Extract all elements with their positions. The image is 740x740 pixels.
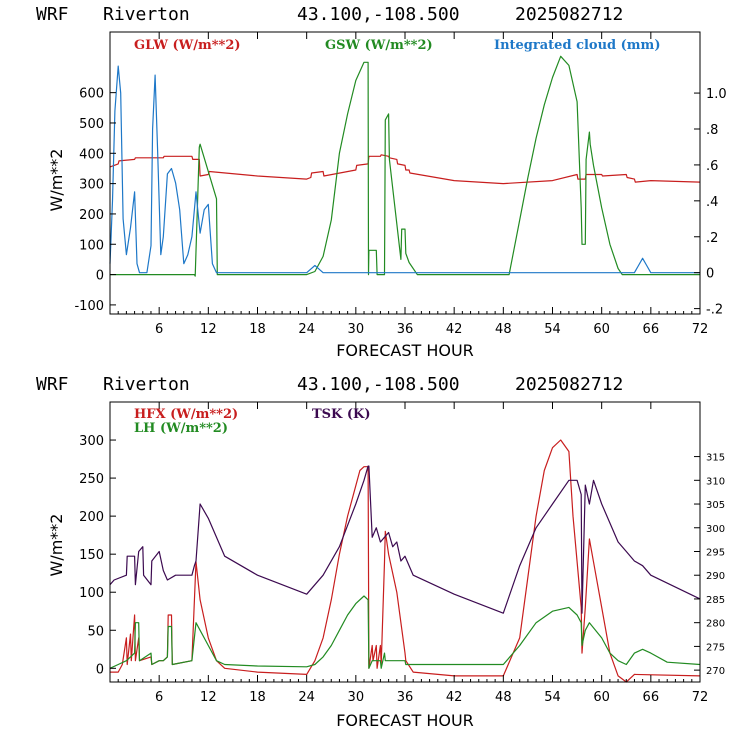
bottom-y2tick-label: 300 — [706, 524, 725, 535]
bottom-y2tick-label: 295 — [706, 547, 725, 558]
bottom-xlabel: FORECAST HOUR — [336, 711, 474, 730]
bottom-y2tick-label: 270 — [706, 666, 725, 677]
bottom-y2tick-label: 305 — [706, 500, 725, 511]
top-plot-ticks: 6 12 18 24 30 36 42 48 54 60 66 72 -100 0 100 200 300 400… — [74, 32, 727, 337]
top-legend-cloud: Integrated cloud (mm) — [494, 38, 660, 53]
top-y2tick-label: 1.0 — [706, 87, 727, 102]
top-xtick-label: 24 — [298, 322, 315, 337]
bottom-ytick-label: 50 — [87, 624, 104, 639]
bottom-y2tick-label: 290 — [706, 571, 725, 582]
bottom-xtick-label: 18 — [249, 690, 266, 705]
top-xlabel: FORECAST HOUR — [336, 341, 474, 360]
bottom-y2tick-label: 310 — [706, 476, 725, 487]
top-ytick-label: 200 — [79, 208, 104, 223]
bottom-header-model: WRF — [36, 374, 69, 395]
bottom-header-station: Riverton — [103, 374, 190, 395]
bottom-xtick-label: 30 — [348, 690, 365, 705]
top-y2tick-label: -.2 — [706, 303, 723, 318]
top-ylabel: W/m**2 — [47, 149, 66, 212]
bottom-header-run: 2025082712 — [515, 374, 623, 395]
bottom-xtick-label: 72 — [692, 690, 709, 705]
bottom-ytick-label: 300 — [79, 434, 104, 449]
bottom-y2tick-label: 285 — [706, 595, 725, 606]
bottom-series-line-2 — [109, 595, 701, 669]
bottom-xtick-label: 54 — [544, 690, 561, 705]
bottom-y2tick-label: 280 — [706, 619, 725, 630]
bottom-legend-tsk: TSK (K) — [312, 407, 371, 422]
top-y2tick-label: 0 — [706, 267, 714, 282]
top-header-model: WRF — [36, 4, 69, 25]
top-plot-series — [109, 55, 701, 277]
bottom-xtick-label: 66 — [643, 690, 660, 705]
bottom-ytick-label: 150 — [79, 548, 104, 563]
bottom-ytick-label: 100 — [79, 586, 104, 601]
bottom-legend-hfx: HFX (W/m**2) — [134, 407, 238, 422]
top-xtick-label: 30 — [348, 322, 365, 337]
top-series-line-2 — [110, 55, 700, 277]
top-xtick-label: 66 — [643, 322, 660, 337]
top-header-coords: 43.100,-108.500 — [297, 4, 460, 25]
top-ytick-label: 400 — [79, 147, 104, 162]
bottom-xtick-label: 36 — [397, 690, 414, 705]
bottom-ytick-label: 250 — [79, 472, 104, 487]
top-y2tick-label: .4 — [706, 195, 718, 210]
bottom-y2tick-label: 275 — [706, 642, 725, 653]
top-xtick-label: 42 — [446, 322, 463, 337]
bottom-xtick-label: 42 — [446, 690, 463, 705]
bottom-xtick-label: 6 — [155, 690, 163, 705]
top-xtick-label: 18 — [249, 322, 266, 337]
top-ytick-label: -100 — [74, 299, 104, 314]
bottom-plot-series — [109, 439, 701, 683]
bottom-plot-frame — [109, 401, 701, 683]
top-panel: WRF Riverton 43.100,-108.500 2025082712 … — [36, 4, 727, 360]
top-y2tick-label: .8 — [706, 123, 718, 138]
top-xtick-label: 72 — [692, 322, 709, 337]
top-header-station: Riverton — [103, 4, 190, 25]
top-y2tick-label: .2 — [706, 231, 718, 246]
top-xtick-label: 12 — [200, 322, 217, 337]
top-xtick-label: 54 — [544, 322, 561, 337]
top-ytick-label: 0 — [96, 269, 104, 284]
top-ytick-label: 100 — [79, 238, 104, 253]
bottom-plot-ticks: 6 12 18 24 30 36 42 48 54 60 66 72 0 50 100 150 200 250 30… — [79, 402, 725, 705]
bottom-header-coords: 43.100,-108.500 — [297, 374, 460, 395]
top-xtick-label: 48 — [495, 322, 512, 337]
top-ytick-label: 500 — [79, 117, 104, 132]
bottom-y2tick-label: 315 — [706, 453, 725, 464]
bottom-xtick-label: 12 — [200, 690, 217, 705]
top-header-run: 2025082712 — [515, 4, 623, 25]
bottom-xtick-label: 24 — [298, 690, 315, 705]
top-xtick-label: 60 — [593, 322, 610, 337]
bottom-xtick-label: 60 — [593, 690, 610, 705]
bottom-series-line-1 — [110, 439, 701, 683]
top-xtick-label: 6 — [155, 322, 163, 337]
top-legend-gsw: GSW (W/m**2) — [325, 38, 433, 53]
top-ytick-label: 600 — [79, 87, 104, 102]
bottom-panel: WRF Riverton 43.100,-108.500 2025082712 … — [36, 374, 725, 730]
bottom-ytick-label: 0 — [96, 662, 104, 677]
bottom-ytick-label: 200 — [79, 510, 104, 525]
bottom-xtick-label: 48 — [495, 690, 512, 705]
top-legend-glw: GLW (W/m**2) — [134, 38, 241, 53]
top-y2tick-label: .6 — [706, 159, 718, 174]
bottom-ylabel: W/m**2 — [47, 514, 66, 577]
top-series-line-3 — [109, 65, 700, 274]
top-ytick-label: 300 — [79, 178, 104, 193]
bottom-legend-lh: LH (W/m**2) — [134, 421, 228, 436]
bottom-series-line-3 — [109, 465, 701, 614]
top-xtick-label: 36 — [397, 322, 414, 337]
